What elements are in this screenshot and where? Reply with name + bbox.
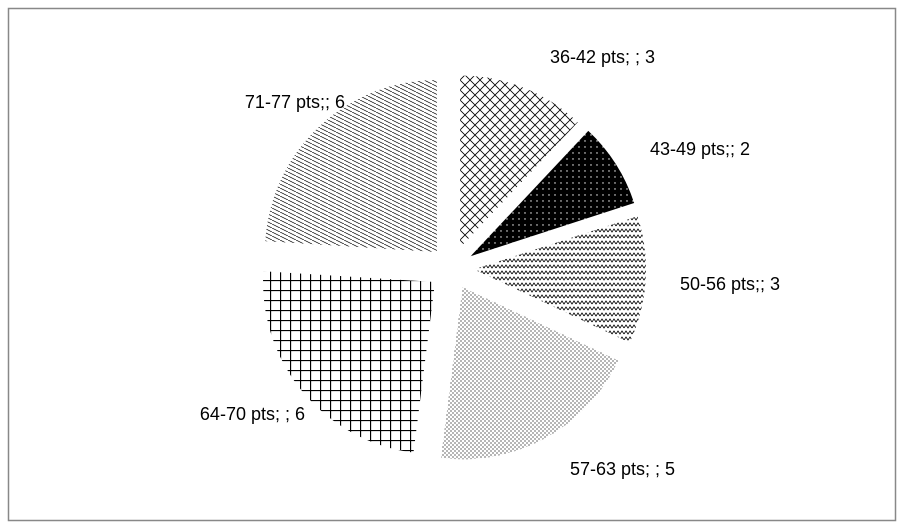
data-label: 50-56 pts;; 3 — [680, 274, 780, 294]
pie-slice — [460, 75, 578, 248]
pie-slice — [265, 79, 437, 252]
pie-slice — [473, 216, 646, 343]
data-label: 43-49 pts;; 2 — [650, 139, 750, 159]
pie-slice — [441, 287, 619, 460]
data-label: 36-42 pts; ; 3 — [550, 47, 655, 67]
pie-slice — [263, 271, 436, 453]
data-label: 64-70 pts; ; 6 — [200, 404, 305, 424]
data-label: 57-63 pts; ; 5 — [570, 459, 675, 479]
data-label: 71-77 pts;; 6 — [245, 92, 345, 112]
pie-slice — [470, 130, 635, 257]
